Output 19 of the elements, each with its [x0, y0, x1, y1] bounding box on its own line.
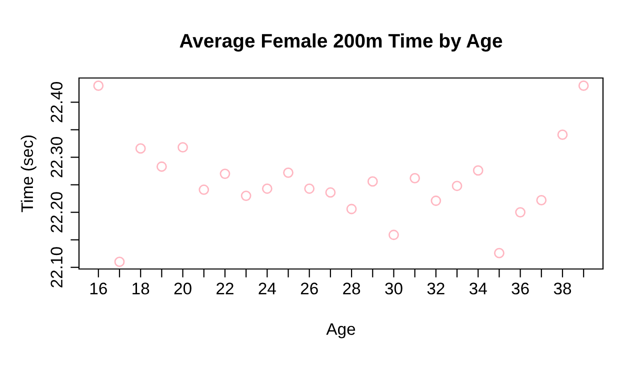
- x-tick-label: 32: [427, 282, 444, 294]
- x-tick-label: 34: [469, 282, 487, 294]
- x-tick-label: 24: [258, 282, 276, 294]
- x-tick-label: 36: [512, 282, 529, 294]
- x-axis-title: Age: [326, 323, 356, 338]
- x-tick-label: 18: [132, 282, 150, 294]
- x-tick-label: 38: [554, 282, 572, 294]
- chart-title: Average Female 200m Time by Age: [180, 33, 502, 52]
- y-axis-title: Time (sec): [20, 135, 36, 212]
- x-tick-label: 26: [300, 282, 318, 294]
- x-tick-label: 22: [216, 282, 234, 294]
- x-tick-label: 30: [385, 282, 402, 294]
- y-tick-label: 22.40: [50, 82, 63, 122]
- x-tick-label: 20: [174, 282, 192, 294]
- x-tick-label: 28: [343, 282, 360, 294]
- y-tick-label: 22.20: [50, 192, 63, 232]
- y-tick-label: 22.10: [50, 247, 63, 288]
- x-tick-label: 16: [90, 282, 107, 294]
- y-tick-label: 22.30: [50, 137, 63, 178]
